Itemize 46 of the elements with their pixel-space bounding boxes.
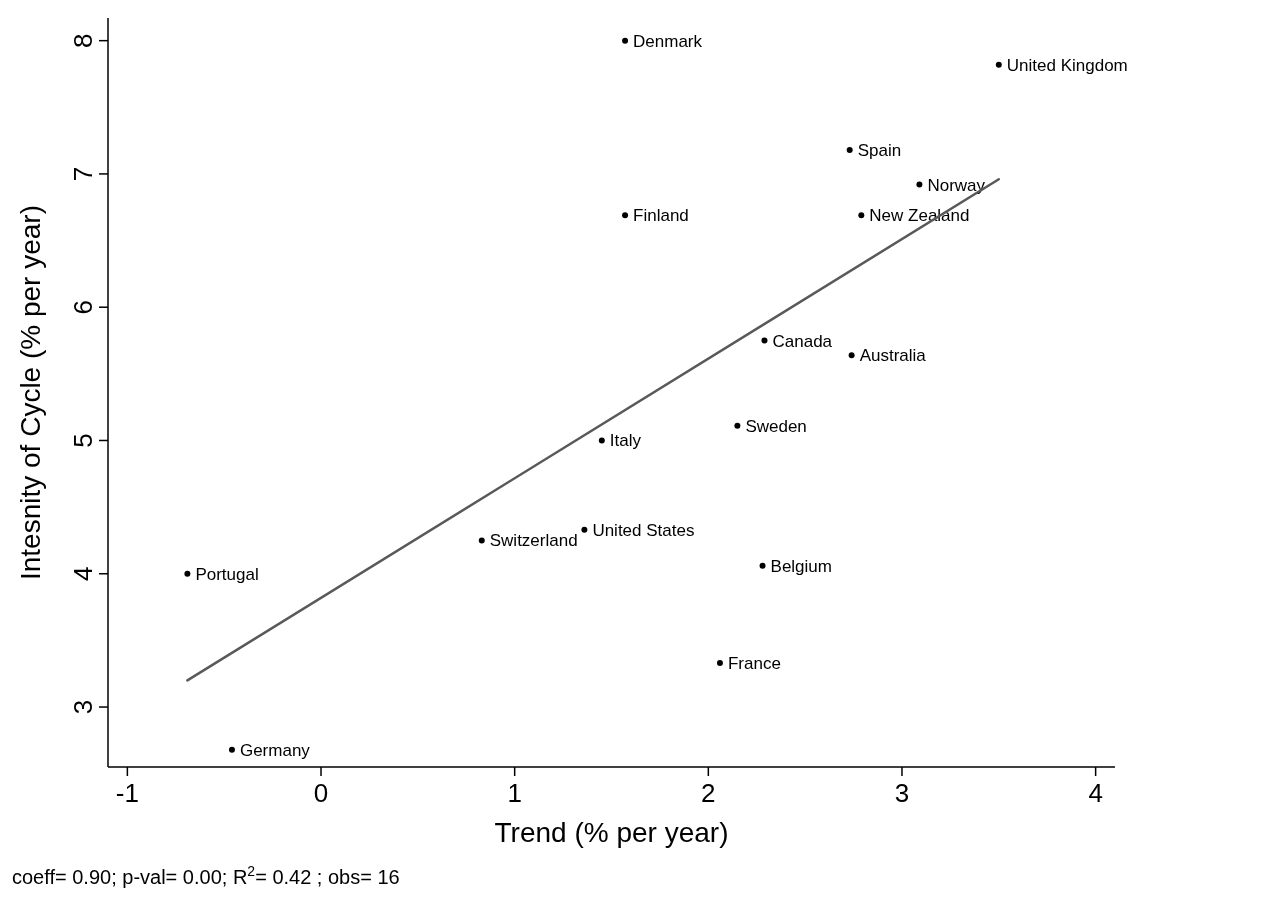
data-label: Portugal	[195, 564, 259, 584]
data-label: France	[727, 654, 781, 674]
x-axis-title: Trend (% per year)	[494, 817, 729, 848]
x-tick-label: 1	[507, 778, 522, 808]
x-tick-label: 0	[313, 778, 329, 808]
y-tick-label: 5	[68, 433, 98, 448]
point	[734, 422, 741, 429]
x-tick-label: 4	[1088, 778, 1103, 808]
data-label: Spain	[857, 140, 902, 160]
text: coeff= 0.90; p-val= 0.00; R$^{2}$= 0.42 ; obs= 16	[12, 863, 400, 888]
x-tick-label: 2	[701, 778, 716, 808]
y-tick-label: 8	[68, 33, 98, 48]
point	[846, 146, 853, 153]
point	[478, 537, 485, 544]
point	[581, 526, 588, 533]
y-axis-title: Intesnity of Cycle (% per year)	[15, 204, 46, 581]
data-label: Norway	[927, 175, 986, 195]
x-tick-label: 3	[894, 778, 910, 808]
x-tick-label: -1	[115, 778, 139, 808]
point	[716, 660, 723, 667]
point	[184, 570, 191, 577]
data-label: Sweden	[745, 416, 807, 436]
point	[622, 37, 629, 44]
data-label: Australia	[859, 346, 927, 366]
point	[916, 181, 923, 188]
point	[228, 746, 235, 753]
data-label: Belgium	[770, 556, 832, 576]
data-label: Denmark	[633, 31, 703, 51]
data-label: Italy	[609, 431, 642, 451]
data-label: Finland	[633, 206, 689, 226]
point	[598, 437, 605, 444]
y-tick-label: 4	[68, 566, 98, 581]
point	[622, 212, 629, 219]
data-label: Germany	[239, 740, 311, 760]
y-tick-label: 7	[68, 166, 98, 182]
y-tick-label: 3	[68, 699, 98, 715]
data-label: United Kingdom	[1006, 55, 1128, 75]
point	[761, 337, 768, 344]
data-label: Switzerland	[489, 531, 578, 551]
point	[995, 61, 1002, 68]
data-label: United States	[592, 520, 695, 540]
point	[858, 212, 865, 219]
point	[759, 562, 766, 569]
point	[848, 352, 855, 359]
data-label: Canada	[772, 331, 833, 351]
y-tick-label: 6	[68, 299, 98, 315]
